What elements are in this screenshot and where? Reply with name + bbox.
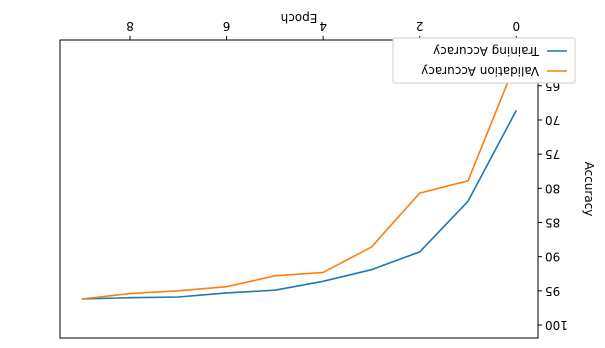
- x-axis-ticks: 0 2 4 6 8: [126, 19, 520, 40]
- x-axis-label: Epoch: [281, 11, 318, 25]
- plot-frame: [59, 39, 539, 339]
- legend-label-validation: Validation Accuracy: [421, 64, 539, 78]
- series-line-validation-accuracy: [81, 60, 518, 300]
- y-axis-label: Accuracy: [582, 162, 596, 217]
- y-axis-ticks: 6065707580859095100: [538, 45, 568, 332]
- x-tick-label-8: 8: [126, 19, 134, 33]
- x-tick-label-2: 2: [416, 19, 424, 33]
- y-tick-label-70: 70: [545, 113, 560, 127]
- legend-label-training: Training Accuracy: [433, 44, 540, 58]
- x-tick-label-4: 4: [319, 19, 327, 33]
- series-line-training-accuracy: [81, 110, 518, 300]
- legend-box: [392, 37, 576, 84]
- y-tick-label-100: 100: [545, 318, 568, 332]
- legend: Validation Accuracy Training Accuracy: [392, 37, 576, 84]
- series-layer: [81, 60, 518, 300]
- y-tick-label-85: 85: [545, 215, 560, 229]
- x-tick-label-0: 0: [512, 19, 520, 33]
- y-tick-label-80: 80: [545, 181, 560, 195]
- x-tick-label-6: 6: [223, 19, 231, 33]
- y-tick-label-90: 90: [545, 250, 560, 264]
- y-tick-label-95: 95: [545, 284, 560, 298]
- y-tick-label-75: 75: [545, 147, 560, 161]
